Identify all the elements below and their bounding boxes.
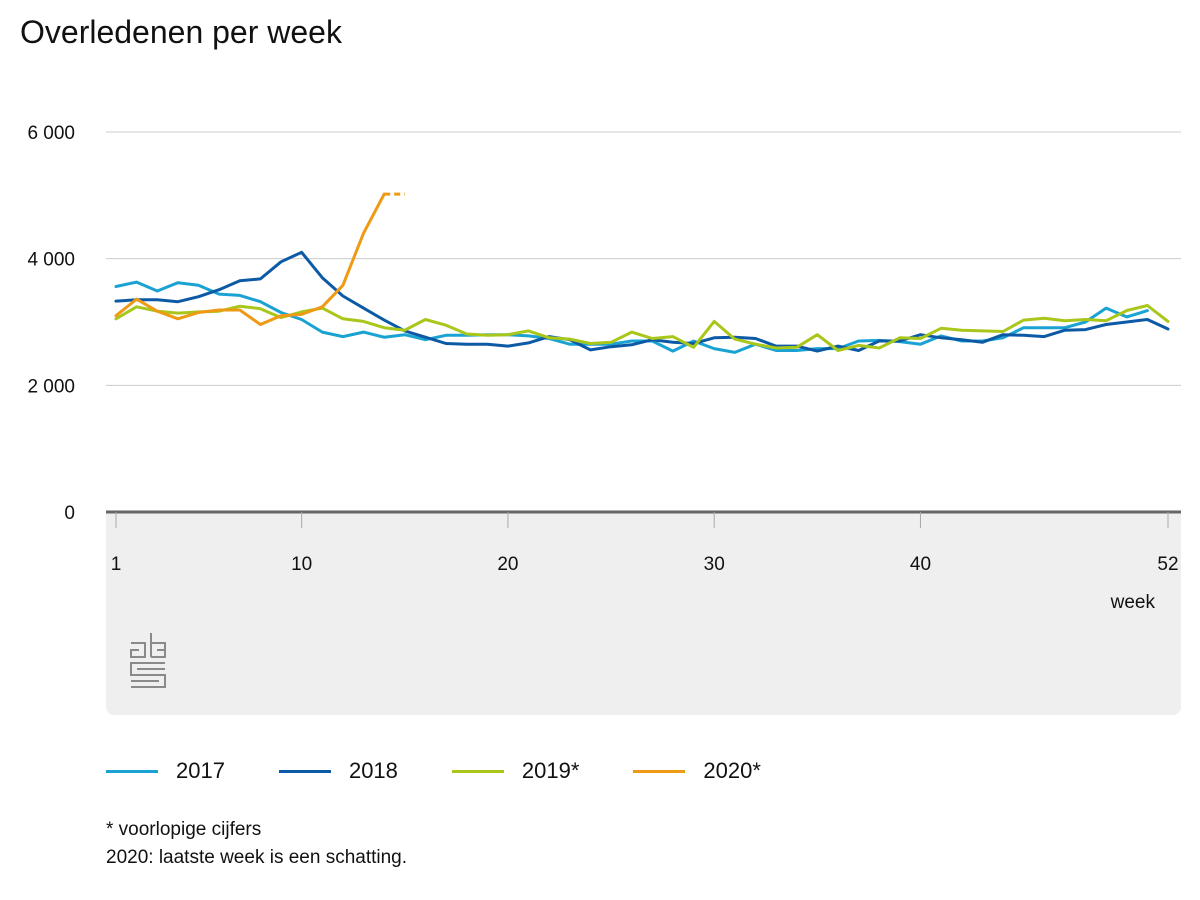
y-tick-label: 6 000: [27, 123, 75, 144]
series-line-2018: [114, 250, 1170, 353]
legend-label: 2020*: [703, 758, 761, 783]
legend-swatch-2019: [451, 769, 504, 773]
legend-item-2017: 2017: [106, 758, 225, 784]
legend-item-2020: 2020*: [633, 758, 761, 784]
cbs-logo: [128, 632, 168, 695]
legend-swatch-2017: [106, 769, 158, 773]
footnote-estimate: 2020: laatste week is een schatting.: [106, 847, 408, 868]
y-tick-label: 0: [64, 503, 75, 524]
x-tick-label: 40: [910, 554, 931, 575]
x-axis-label: week: [1110, 592, 1156, 613]
footnote-provisional: * voorlopige cijfers: [106, 819, 262, 840]
footnotes: * voorlopige cijfers 2020: laatste week …: [106, 816, 407, 872]
x-tick-label: 30: [704, 554, 725, 575]
series-line-2017: [114, 280, 1149, 354]
legend-label: 2019*: [521, 758, 580, 783]
chart-title: Overledenen per week: [20, 14, 342, 50]
y-tick-label: 4 000: [27, 250, 75, 271]
y-tick-label: 2 000: [27, 376, 75, 397]
legend-label: 2018: [348, 758, 398, 783]
x-tick-label: 1: [111, 554, 122, 575]
legend-item-2019: 2019*: [451, 758, 580, 784]
x-tick-label: 52: [1157, 554, 1178, 575]
axis-panel: [106, 512, 1181, 715]
legend-item-2018: 2018: [278, 758, 398, 784]
legend-label: 2017: [176, 758, 225, 783]
legend: 2017 2018 2019* 2020*: [106, 758, 815, 784]
series-line-2020: [114, 192, 386, 326]
legend-swatch-2018: [278, 769, 331, 773]
x-tick-label: 20: [497, 554, 518, 575]
x-tick-label: 10: [291, 554, 312, 575]
legend-swatch-2020: [633, 769, 686, 773]
